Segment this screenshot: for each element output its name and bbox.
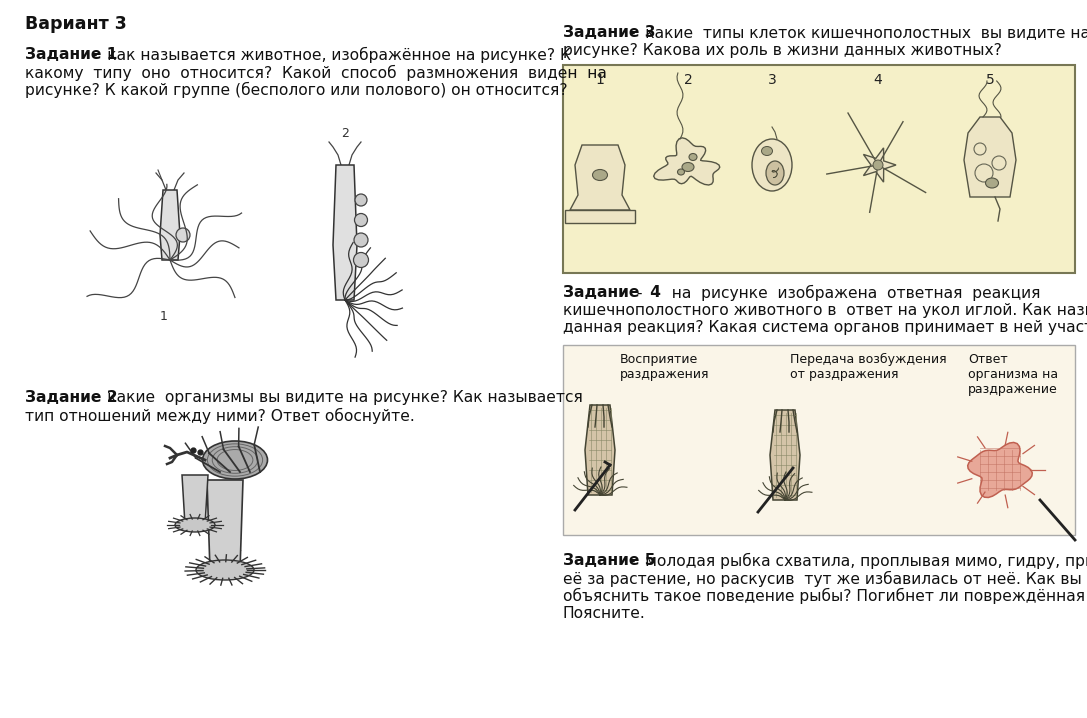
Ellipse shape bbox=[762, 146, 773, 156]
Text: тип отношений между ними? Ответ обоснуйте.: тип отношений между ними? Ответ обоснуйт… bbox=[25, 408, 415, 424]
Text: Задание 5: Задание 5 bbox=[563, 553, 655, 568]
Text: -      на  рисунке  изображена  ответная  реакция: - на рисунке изображена ответная реакция bbox=[633, 285, 1041, 301]
Text: рисунке? К какой группе (бесполого или полового) он относится?: рисунке? К какой группе (бесполого или п… bbox=[25, 82, 567, 98]
Text: 3: 3 bbox=[767, 73, 776, 87]
Polygon shape bbox=[160, 190, 180, 260]
Text: Вариант 3: Вариант 3 bbox=[25, 15, 127, 33]
Text: Задание  4: Задание 4 bbox=[563, 285, 661, 300]
Text: объяснить такое поведение рыбы? Погибнет ли повреждённая гидра?: объяснить такое поведение рыбы? Погибнет… bbox=[563, 588, 1087, 604]
Text: 4: 4 bbox=[874, 73, 883, 87]
Polygon shape bbox=[207, 480, 243, 570]
Text: -  какие  организмы вы видите на рисунке? Как называется: - какие организмы вы видите на рисунке? … bbox=[87, 390, 584, 405]
Ellipse shape bbox=[682, 162, 694, 172]
Circle shape bbox=[355, 194, 367, 206]
Text: Задание 3: Задание 3 bbox=[563, 25, 655, 40]
Ellipse shape bbox=[196, 560, 254, 580]
Text: -  молодая рыбка схватила, проплывая мимо, гидру, приняв: - молодая рыбка схватила, проплывая мимо… bbox=[625, 553, 1087, 569]
Text: 2: 2 bbox=[341, 127, 349, 140]
Polygon shape bbox=[863, 148, 896, 182]
Text: 1: 1 bbox=[596, 73, 604, 87]
Text: Восприятие
раздражения: Восприятие раздражения bbox=[620, 353, 710, 381]
Ellipse shape bbox=[175, 518, 215, 532]
Polygon shape bbox=[967, 442, 1033, 498]
Circle shape bbox=[353, 253, 368, 268]
Polygon shape bbox=[333, 165, 357, 300]
Ellipse shape bbox=[677, 169, 685, 175]
Text: рисунке? Какова их роль в жизни данных животных?: рисунке? Какова их роль в жизни данных ж… bbox=[563, 42, 1002, 57]
Text: Передача возбуждения
от раздражения: Передача возбуждения от раздражения bbox=[790, 353, 947, 381]
Text: Задание 1: Задание 1 bbox=[25, 47, 117, 62]
Text: данная реакция? Какая система органов принимает в ней участие?: данная реакция? Какая система органов пр… bbox=[563, 320, 1087, 335]
Bar bbox=[563, 345, 1075, 535]
Text: её за растение, но раскусив  тут же избавилась от неё. Как вы можете: её за растение, но раскусив тут же избав… bbox=[563, 571, 1087, 587]
Text: Ответ
организма на
раздражение: Ответ организма на раздражение bbox=[969, 353, 1058, 396]
Text: кишечнополостного животного в  ответ на укол иглой. Как называется: кишечнополостного животного в ответ на у… bbox=[563, 302, 1087, 317]
Ellipse shape bbox=[986, 178, 999, 188]
Polygon shape bbox=[585, 405, 615, 495]
Text: 5: 5 bbox=[986, 73, 995, 87]
Circle shape bbox=[873, 160, 883, 170]
Polygon shape bbox=[182, 475, 208, 525]
Ellipse shape bbox=[592, 169, 608, 180]
Bar bbox=[563, 65, 1075, 273]
Text: Поясните.: Поясните. bbox=[563, 605, 646, 620]
Text: какому  типу  оно  относится?  Какой  способ  размножения  виден  на: какому типу оно относится? Какой способ … bbox=[25, 65, 607, 80]
Circle shape bbox=[354, 233, 368, 247]
Ellipse shape bbox=[689, 154, 697, 161]
Polygon shape bbox=[964, 117, 1016, 197]
Ellipse shape bbox=[766, 161, 784, 185]
Circle shape bbox=[354, 213, 367, 226]
Polygon shape bbox=[770, 410, 800, 500]
Text: -  как называется животное, изображённое на рисунке? К: - как называется животное, изображённое … bbox=[87, 47, 572, 63]
Text: 1: 1 bbox=[160, 310, 167, 323]
Text: 2: 2 bbox=[684, 73, 692, 87]
Text: -  какие  типы клеток кишечнополостных  вы видите на: - какие типы клеток кишечнополостных вы … bbox=[625, 25, 1087, 40]
Polygon shape bbox=[653, 138, 720, 185]
Ellipse shape bbox=[202, 441, 267, 479]
Text: Задание 2: Задание 2 bbox=[25, 390, 117, 405]
Circle shape bbox=[176, 228, 190, 242]
Polygon shape bbox=[565, 210, 635, 223]
Polygon shape bbox=[570, 145, 630, 210]
Ellipse shape bbox=[752, 139, 792, 191]
